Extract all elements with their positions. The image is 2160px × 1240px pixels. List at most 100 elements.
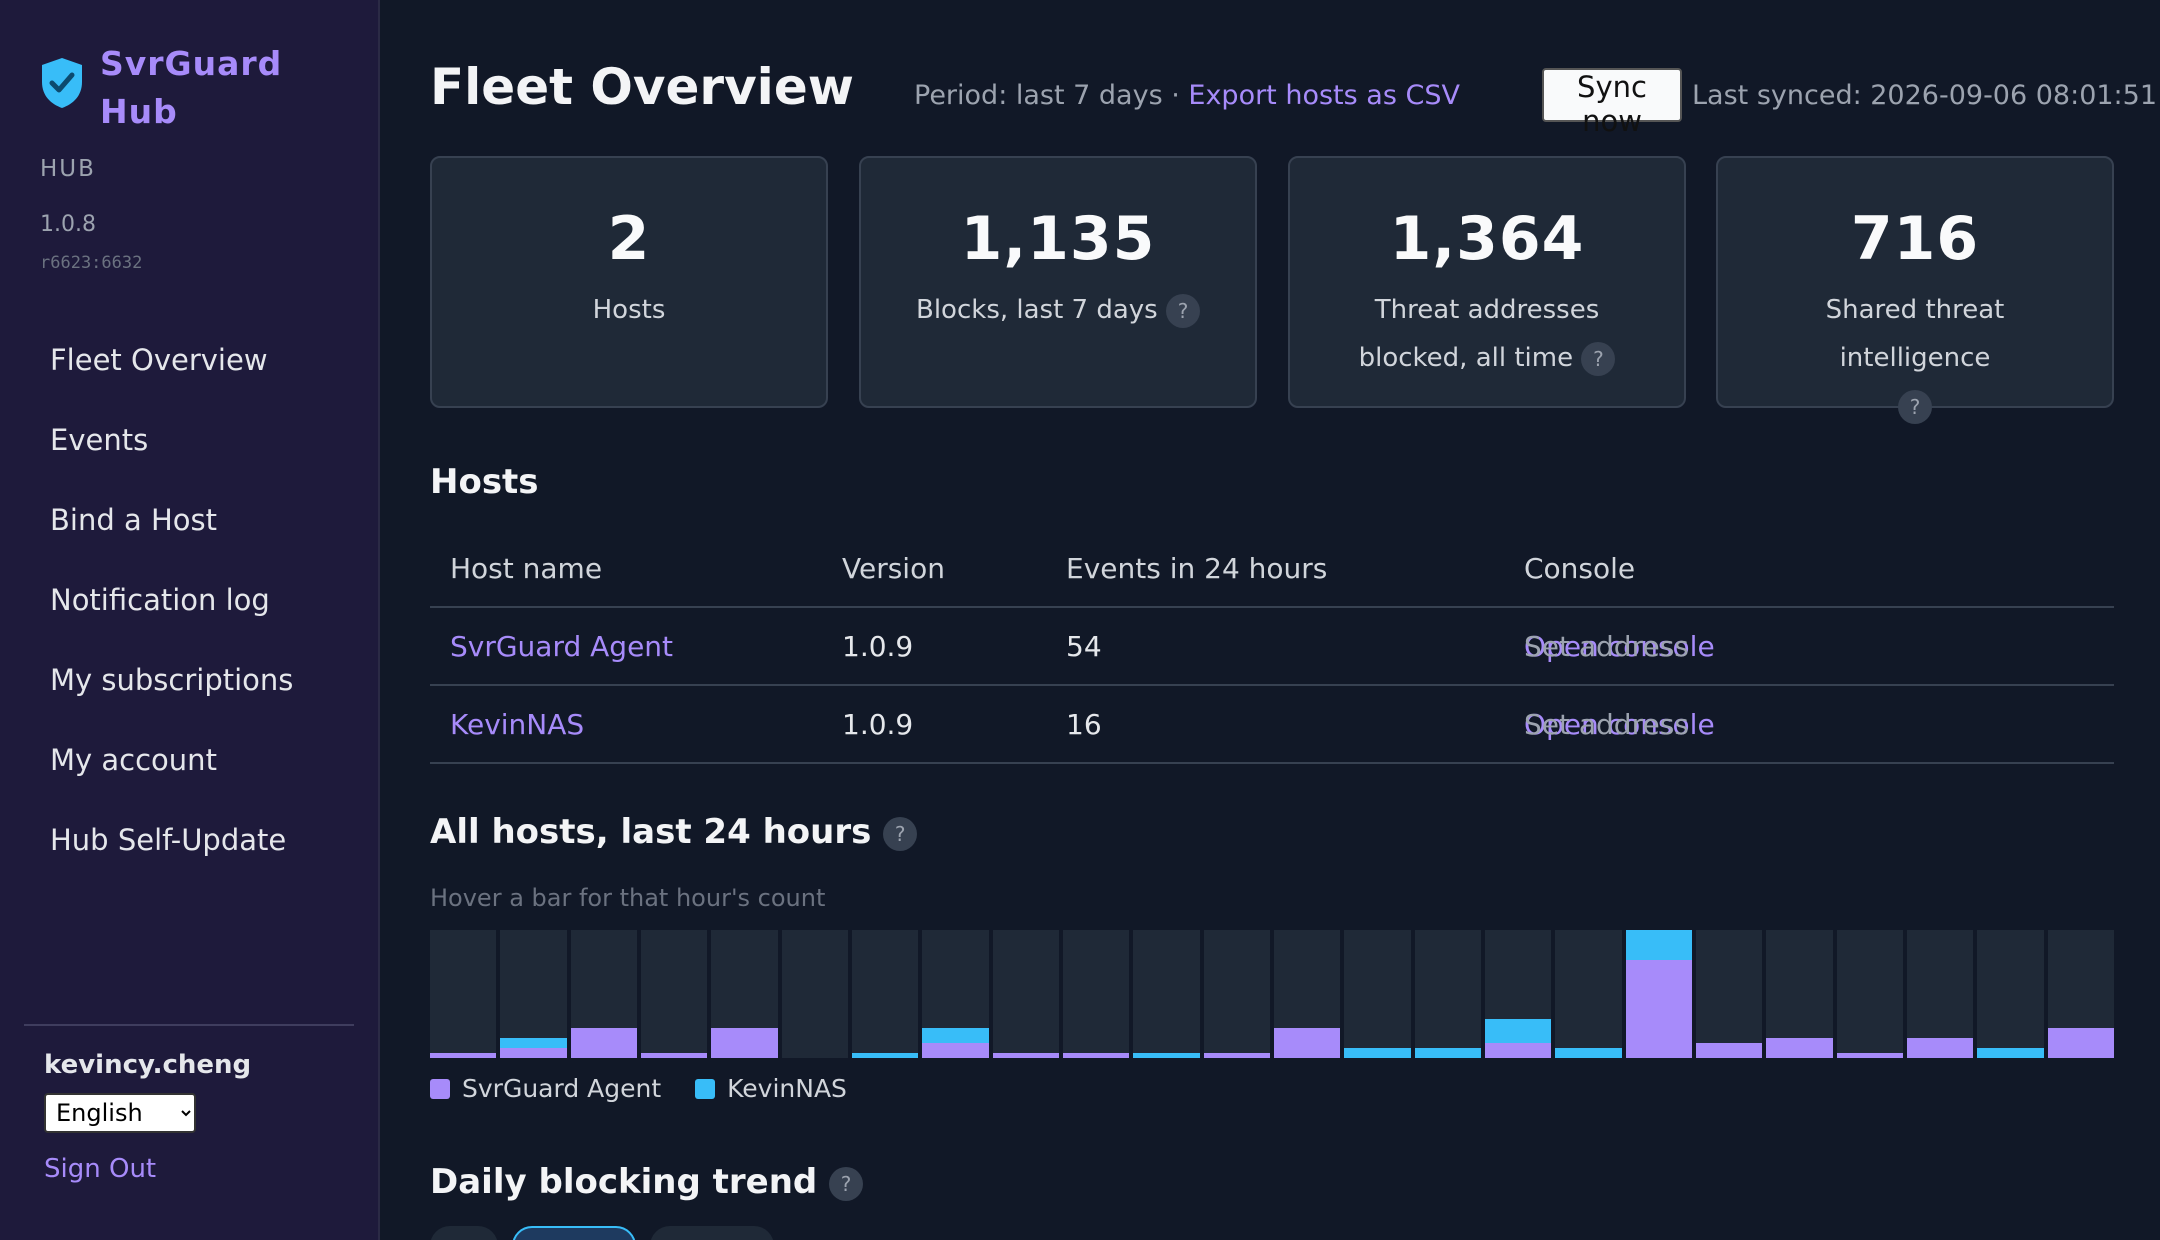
stat-label: Threat addresses blocked, all time ? xyxy=(1290,286,1684,382)
brand[interactable]: SvrGuard Hub xyxy=(40,40,300,136)
chart-bar[interactable] xyxy=(1274,930,1341,1058)
bar-segment-kevinnas xyxy=(1414,1048,1481,1058)
hosts-section-title: Hosts xyxy=(430,462,539,502)
column-header[interactable]: Events in 24 hours xyxy=(1066,552,1328,585)
stat-card-hosts: 2 Hosts xyxy=(430,156,828,408)
sidebar-divider xyxy=(24,1024,354,1026)
question-icon[interactable]: ? xyxy=(829,1166,864,1201)
stat-label: Blocks, last 7 days ? xyxy=(861,286,1255,334)
open-console-link[interactable]: Open console xyxy=(1524,630,1715,663)
sidebar-item-subscriptions[interactable]: My subscriptions xyxy=(50,663,294,697)
stat-value: 716 xyxy=(1850,204,1980,274)
sidebar-item-fleet-overview[interactable]: Fleet Overview xyxy=(50,343,268,377)
sync-now-button[interactable]: Sync now xyxy=(1542,68,1682,138)
stat-label: Shared threat intelligence? xyxy=(1718,286,2112,430)
sign-out-link[interactable]: Sign Out xyxy=(44,1154,157,1184)
legend-item: KevinNAS xyxy=(695,1074,847,1103)
bar-segment-kevinnas xyxy=(922,1028,989,1044)
chart-bar[interactable] xyxy=(1414,930,1481,1058)
chart-bar[interactable] xyxy=(992,930,1059,1058)
question-icon[interactable]: ? xyxy=(1166,293,1200,328)
open-console-link[interactable]: Open console xyxy=(1524,708,1715,741)
bar-segment-kevinnas xyxy=(1555,1048,1622,1058)
chart-bar[interactable] xyxy=(1625,930,1692,1058)
chart-bar[interactable] xyxy=(781,930,848,1058)
hub-revision: r6623:6632 xyxy=(40,253,143,273)
chart-bar[interactable] xyxy=(1203,930,1270,1058)
chart-bar[interactable] xyxy=(570,930,637,1058)
trend-section-title: Daily blocking trend ? xyxy=(430,1162,864,1202)
sidebar-item-self-update[interactable]: Hub Self-Update xyxy=(50,823,287,857)
trend-tab[interactable] xyxy=(650,1226,774,1240)
host-version: 1.0.9 xyxy=(842,708,914,741)
chart-bar[interactable] xyxy=(1907,930,1974,1058)
table-header-row: Host name Version Events in 24 hours Con… xyxy=(430,530,2114,608)
chart-bar[interactable] xyxy=(1977,930,2044,1058)
hub-tag: HUB xyxy=(40,156,96,182)
bar-segment-svrguard-agent xyxy=(1274,1028,1341,1058)
chart-bar[interactable] xyxy=(711,930,778,1058)
trend-tab-active[interactable] xyxy=(512,1226,636,1240)
chart-bar[interactable] xyxy=(922,930,989,1058)
chart-bar[interactable] xyxy=(1133,930,1200,1058)
chart-section-title: All hosts, last 24 hours ? xyxy=(430,812,918,852)
sidebar: SvrGuard Hub HUB 1.0.8 r6623:6632 Fleet … xyxy=(0,0,380,1240)
chart-bar[interactable] xyxy=(2047,930,2114,1058)
chart-bar[interactable] xyxy=(1696,930,1763,1058)
column-header[interactable]: Version xyxy=(842,552,945,585)
sidebar-item-account[interactable]: My account xyxy=(50,743,217,777)
bar-segment-kevinnas xyxy=(1625,930,1692,960)
chart-hint: Hover a bar for that hour's count xyxy=(430,884,826,912)
stat-label-text: Hosts xyxy=(592,295,666,325)
stat-label: Hosts xyxy=(432,286,826,334)
question-icon[interactable]: ? xyxy=(883,816,918,851)
bar-segment-svrguard-agent xyxy=(570,1028,637,1058)
set-address-link[interactable]: Set address xyxy=(1524,708,1689,741)
sidebar-item-bind-host[interactable]: Bind a Host xyxy=(50,503,217,537)
chart-bar[interactable] xyxy=(1836,930,1903,1058)
chart-bar[interactable] xyxy=(1766,930,1833,1058)
bar-segment-svrguard-agent xyxy=(641,1053,708,1058)
bar-segment-svrguard-agent xyxy=(1696,1043,1763,1058)
trend-tab[interactable] xyxy=(430,1226,498,1240)
host-name-link[interactable]: KevinNAS xyxy=(450,708,585,741)
chart-bar[interactable] xyxy=(1485,930,1552,1058)
username: kevincy.cheng xyxy=(44,1050,252,1080)
set-address-link[interactable]: Set address xyxy=(1524,630,1689,663)
chart-bar[interactable] xyxy=(1555,930,1622,1058)
bar-segment-kevinnas xyxy=(1133,1053,1200,1058)
chart-bar[interactable] xyxy=(500,930,567,1058)
hourly-bar-chart xyxy=(430,930,2114,1058)
bar-segment-svrguard-agent xyxy=(711,1028,778,1058)
host-name-link[interactable]: SvrGuard Agent xyxy=(450,630,674,663)
page-title: Fleet Overview xyxy=(430,58,854,116)
table-row: KevinNAS 1.0.9 16 Open console Set addre… xyxy=(430,686,2114,764)
chart-bar[interactable] xyxy=(1063,930,1130,1058)
bar-segment-svrguard-agent xyxy=(500,1048,567,1058)
chart-bar[interactable] xyxy=(641,930,708,1058)
sidebar-item-notification-log[interactable]: Notification log xyxy=(50,583,270,617)
chart-bar[interactable] xyxy=(1344,930,1411,1058)
stat-cards: 2 Hosts 1,135 Blocks, last 7 days ? 1,36… xyxy=(430,156,2114,424)
stat-label-text: Threat addresses blocked, all time xyxy=(1358,295,1600,373)
shield-check-icon xyxy=(42,58,82,108)
export-csv-link[interactable]: Export hosts as CSV xyxy=(1188,80,1460,111)
host-events: 54 xyxy=(1066,630,1102,663)
legend-item: SvrGuard Agent xyxy=(430,1074,661,1103)
bar-segment-kevinnas xyxy=(1344,1048,1411,1058)
question-icon[interactable]: ? xyxy=(1581,341,1616,376)
bar-segment-kevinnas xyxy=(500,1038,567,1049)
bar-segment-svrguard-agent xyxy=(2047,1028,2114,1058)
stat-card-blocks: 1,135 Blocks, last 7 days ? xyxy=(859,156,1257,408)
chart-bar[interactable] xyxy=(852,930,919,1058)
question-icon[interactable]: ? xyxy=(1898,389,1932,424)
period-info: Period: last 7 days · Export hosts as CS… xyxy=(914,80,1460,111)
stat-card-shared-intel: 716 Shared threat intelligence? xyxy=(1716,156,2114,424)
language-select[interactable]: English xyxy=(44,1093,196,1133)
column-header[interactable]: Host name xyxy=(450,552,603,585)
bar-segment-svrguard-agent xyxy=(1907,1038,1974,1058)
sidebar-item-events[interactable]: Events xyxy=(50,423,149,457)
legend-label: KevinNAS xyxy=(727,1074,847,1103)
chart-bar[interactable] xyxy=(430,930,497,1058)
bar-segment-svrguard-agent xyxy=(1836,1053,1903,1058)
